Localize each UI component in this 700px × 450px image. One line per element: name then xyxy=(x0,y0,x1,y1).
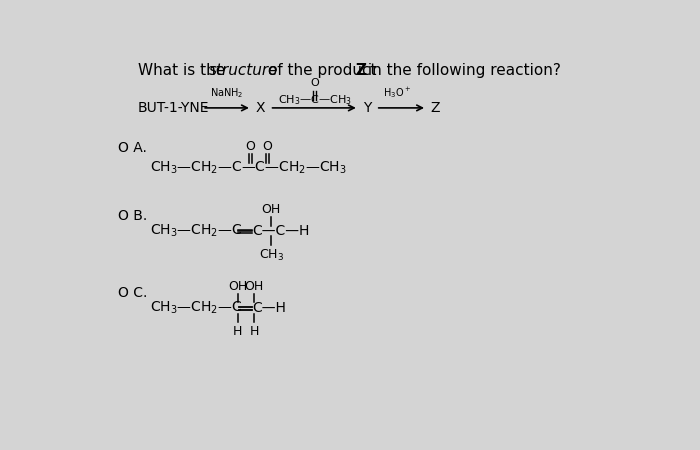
Text: BUT-1-YNE: BUT-1-YNE xyxy=(138,101,209,115)
Text: O: O xyxy=(310,78,319,88)
Text: NaNH$_2$: NaNH$_2$ xyxy=(211,86,244,100)
Text: structure: structure xyxy=(209,63,279,78)
Text: CH$_3$—C—CH$_3$: CH$_3$—C—CH$_3$ xyxy=(278,93,351,107)
Text: Z: Z xyxy=(355,63,366,78)
Text: C—H: C—H xyxy=(253,301,286,315)
Text: H$_3$O$^+$: H$_3$O$^+$ xyxy=(384,86,412,100)
Text: H: H xyxy=(233,325,242,338)
Text: OH: OH xyxy=(262,202,281,216)
Text: in the following reaction?: in the following reaction? xyxy=(363,63,561,78)
Text: OH: OH xyxy=(244,280,264,292)
Text: O: O xyxy=(262,140,272,153)
Text: Z: Z xyxy=(430,101,440,115)
Text: CH$_3$—CH$_2$—C: CH$_3$—CH$_2$—C xyxy=(150,223,242,239)
Text: CH$_3$—CH$_2$—C: CH$_3$—CH$_2$—C xyxy=(150,300,242,316)
Text: O: O xyxy=(245,140,255,153)
Text: CH$_3$: CH$_3$ xyxy=(258,248,284,263)
Text: What is the: What is the xyxy=(138,63,230,78)
Text: O B.: O B. xyxy=(118,209,148,223)
Text: H: H xyxy=(249,325,259,338)
Text: Y: Y xyxy=(363,101,371,115)
Text: O A.: O A. xyxy=(118,141,148,155)
Text: C—C—H: C—C—H xyxy=(253,224,310,238)
Text: CH$_3$—CH$_2$—C—C—CH$_2$—CH$_3$: CH$_3$—CH$_2$—C—C—CH$_2$—CH$_3$ xyxy=(150,160,346,176)
Text: of the product: of the product xyxy=(263,63,382,78)
Text: X: X xyxy=(256,101,265,115)
Text: OH: OH xyxy=(228,280,248,292)
Text: O C.: O C. xyxy=(118,286,148,300)
